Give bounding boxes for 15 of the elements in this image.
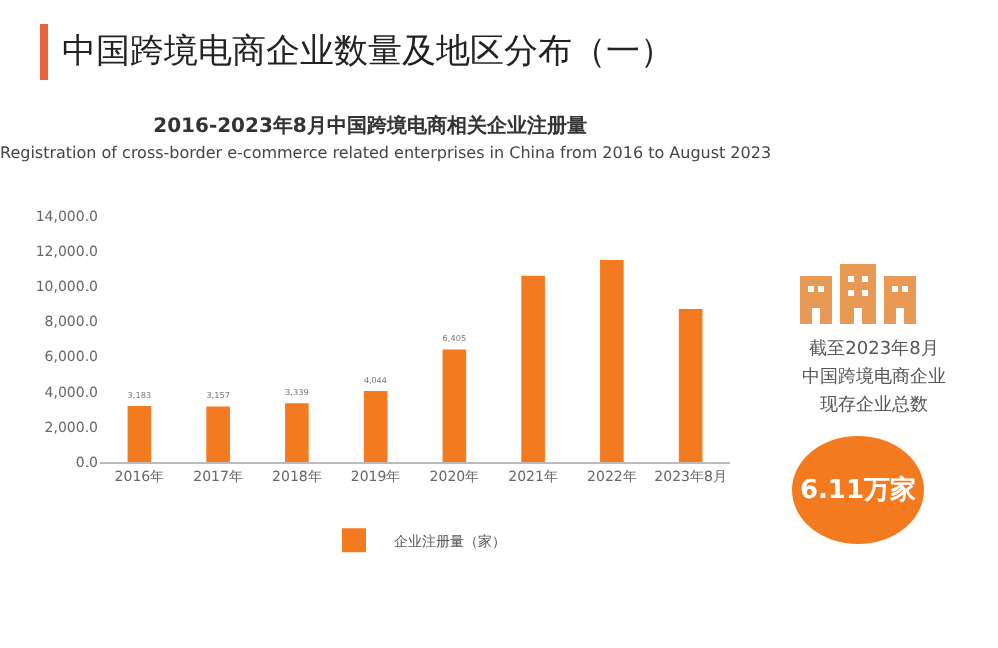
chart-title: 中国跨境电商企业数量及地区分布（一） [62,30,674,74]
text: Registration of cross-border e-commerce related enterprises in China from 2016 to August 2023 [0,144,772,162]
bar [127,406,152,462]
bar [600,259,624,462]
bar [206,406,230,462]
text: 截至2023年8月 [807,337,941,364]
circle-badge: 6.11万家 [792,436,924,544]
bar [363,390,388,462]
bar [678,309,703,462]
chart-subtitle: 2016-2023年8月中国跨境电商相关企业注册量 [151,112,589,140]
bar [442,349,467,462]
text: 现存企业总数 [818,393,930,420]
bar [521,275,545,462]
text: 中国跨境电商企业 [800,365,948,392]
bar [285,403,309,462]
